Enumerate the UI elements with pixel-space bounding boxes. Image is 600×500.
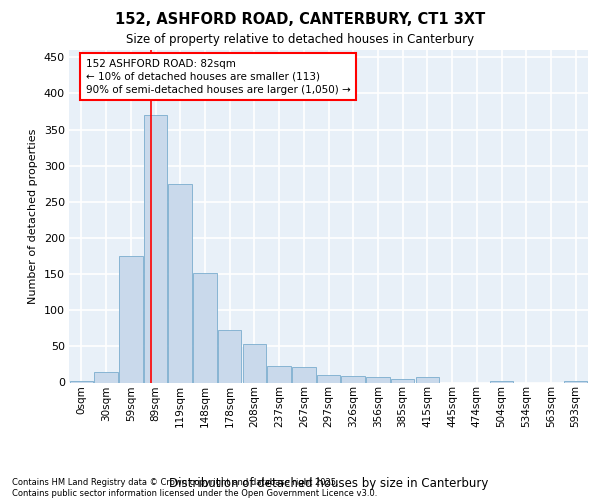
Bar bbox=[564, 381, 587, 382]
Text: Size of property relative to detached houses in Canterbury: Size of property relative to detached ho… bbox=[126, 32, 474, 46]
Bar bbox=[317, 376, 340, 382]
Text: 152 ASHFORD ROAD: 82sqm
← 10% of detached houses are smaller (113)
90% of semi-d: 152 ASHFORD ROAD: 82sqm ← 10% of detache… bbox=[86, 58, 350, 95]
Bar bbox=[268, 366, 291, 382]
Bar bbox=[416, 378, 439, 382]
Bar bbox=[144, 115, 167, 382]
X-axis label: Distribution of detached houses by size in Canterbury: Distribution of detached houses by size … bbox=[169, 478, 488, 490]
Bar bbox=[490, 381, 513, 382]
Bar bbox=[292, 366, 316, 382]
Bar bbox=[242, 344, 266, 383]
Bar bbox=[193, 272, 217, 382]
Y-axis label: Number of detached properties: Number of detached properties bbox=[28, 128, 38, 304]
Text: Contains HM Land Registry data © Crown copyright and database right 2025.
Contai: Contains HM Land Registry data © Crown c… bbox=[12, 478, 377, 498]
Text: 152, ASHFORD ROAD, CANTERBURY, CT1 3XT: 152, ASHFORD ROAD, CANTERBURY, CT1 3XT bbox=[115, 12, 485, 28]
Bar bbox=[94, 372, 118, 382]
Bar bbox=[119, 256, 143, 382]
Bar bbox=[169, 184, 192, 382]
Bar bbox=[218, 330, 241, 382]
Bar bbox=[391, 379, 415, 382]
Bar bbox=[341, 376, 365, 382]
Bar bbox=[366, 378, 389, 382]
Bar bbox=[70, 381, 93, 382]
